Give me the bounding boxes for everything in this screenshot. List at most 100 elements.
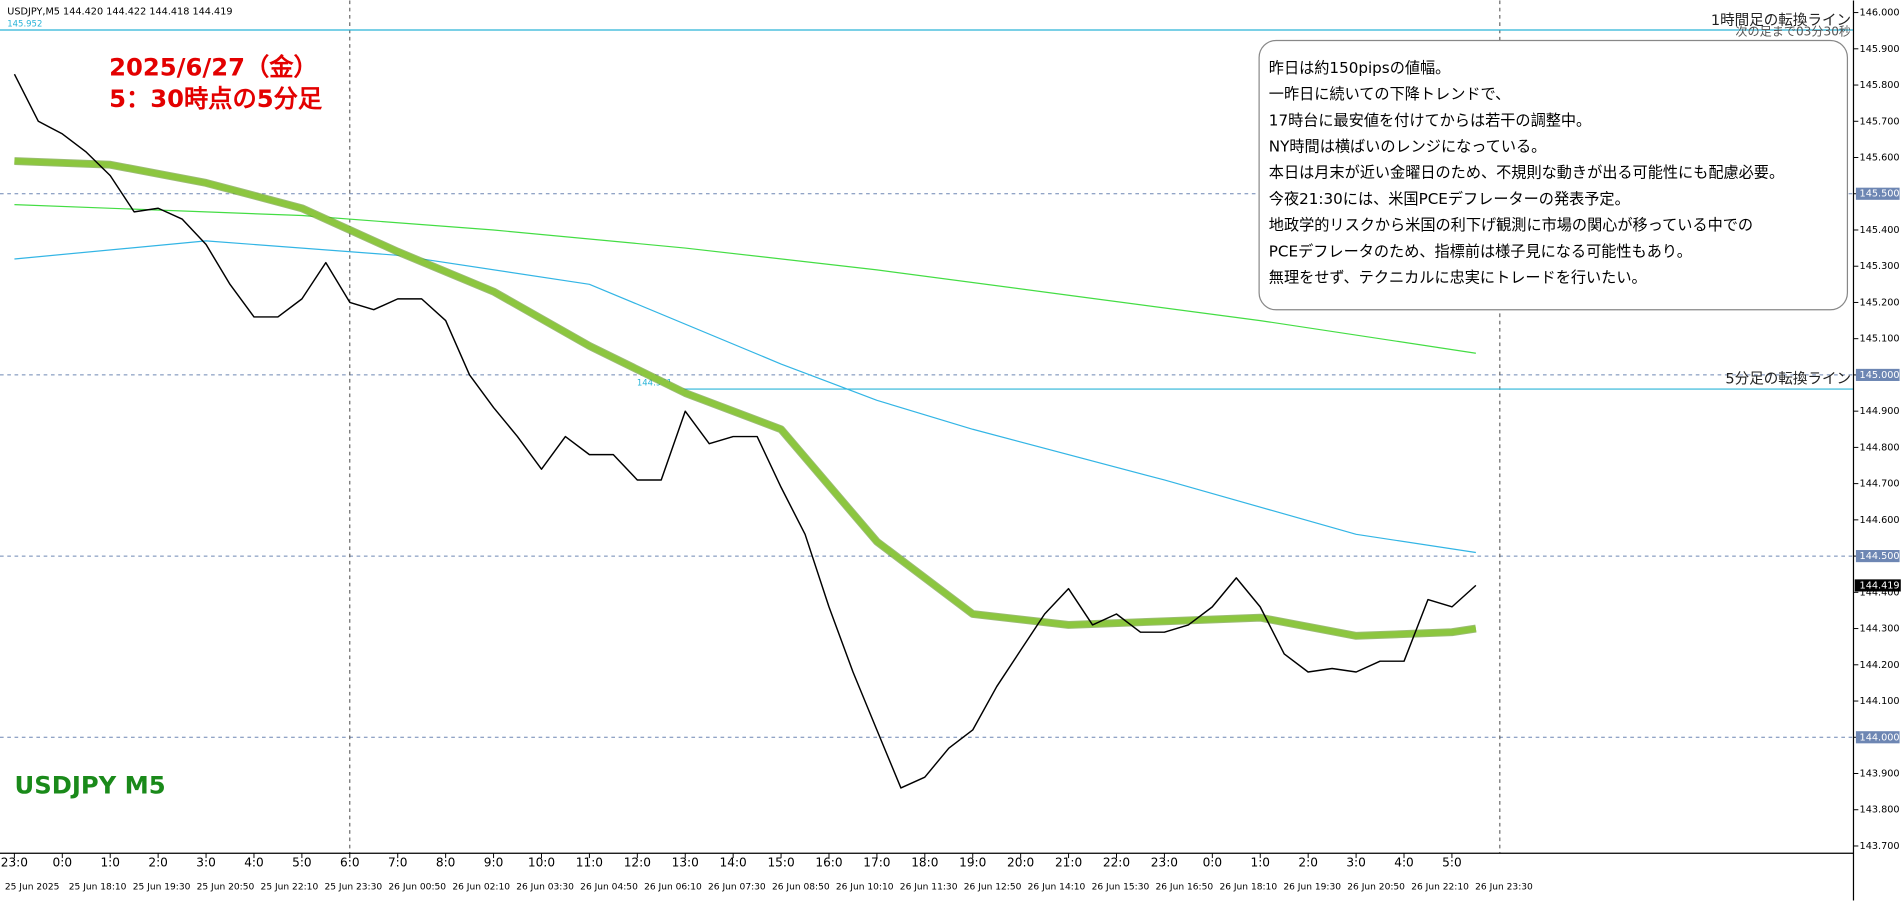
y-tick-label: 145.200 [1860, 297, 1900, 308]
date-label: 25 Jun 20:50 [197, 883, 255, 893]
symbol-label: USDJPY M5 [15, 771, 166, 800]
date-label: 25 Jun 23:30 [324, 883, 382, 893]
x-tick-label: 11:0 [576, 855, 603, 869]
x-tick-label: 21:0 [1055, 855, 1082, 869]
y-tick-label: 145.300 [1860, 261, 1900, 272]
title-line: 5：30時点の5分足 [109, 84, 323, 113]
x-tick-label: 0:0 [53, 855, 73, 869]
x-tick-label: 10:0 [528, 855, 555, 869]
x-tick-label: 22:0 [1103, 855, 1130, 869]
price-box [1854, 579, 1901, 592]
level-label: 144.961 [637, 378, 672, 388]
price-label: 144.419 [1860, 580, 1900, 591]
x-tick-label: 13:0 [672, 855, 699, 869]
x-tick-label: 16:0 [815, 855, 842, 869]
date-label: 26 Jun 15:30 [1092, 883, 1150, 893]
level-note: 5分足の転換ライン [1725, 370, 1851, 387]
y-tick-label: 144.500 [1860, 551, 1900, 562]
y-tick-highlight [1855, 368, 1900, 381]
x-tick-label: 23:0 [1151, 855, 1178, 869]
y-tick-label: 144.000 [1860, 732, 1900, 743]
y-tick-label: 144.300 [1860, 624, 1900, 635]
date-label: 26 Jun 02:10 [452, 883, 510, 893]
date-label: 26 Jun 20:50 [1347, 883, 1405, 893]
date-label: 26 Jun 10:10 [836, 883, 894, 893]
x-tick-label: 6:0 [340, 855, 360, 869]
y-tick-label: 143.900 [1860, 769, 1900, 780]
y-tick-label: 144.700 [1860, 479, 1900, 490]
date-label: 26 Jun 18:10 [1219, 883, 1277, 893]
note-line: 地政学的リスクから米国の利下げ観測に市場の関心が移っている中での [1269, 216, 1753, 234]
note-frame [1258, 39, 1849, 311]
note-line: 一昨日に続いての下降トレンドで、 [1269, 85, 1510, 103]
y-tick-label: 145.600 [1860, 153, 1900, 164]
x-tick-label: 0:0 [1203, 855, 1223, 869]
y-tick-label: 144.400 [1860, 587, 1900, 598]
x-tick-label: 1:0 [100, 855, 120, 869]
y-tick-label: 145.800 [1860, 80, 1900, 91]
x-tick-label: 19:0 [959, 855, 986, 869]
y-tick-label: 143.700 [1860, 841, 1900, 852]
date-label: 26 Jun 03:30 [516, 883, 574, 893]
y-tick-label: 146.000 [1860, 8, 1900, 19]
x-tick-label: 23:0 [1, 855, 28, 869]
y-tick-label: 144.100 [1860, 696, 1900, 707]
x-tick-label: 12:0 [624, 855, 651, 869]
note-box: 昨日は約150pipsの値幅。一昨日に続いての下降トレンドで、 17時台に最安値を… [1258, 39, 1849, 311]
x-tick-label: 18:0 [911, 855, 938, 869]
y-tick-highlight [1855, 731, 1900, 744]
x-tick-label: 5:0 [1442, 855, 1462, 869]
x-tick-label: 20:0 [1007, 855, 1034, 869]
level-note: 1時間足の転換ライン [1711, 12, 1851, 29]
date-label: 25 Jun 19:30 [133, 883, 191, 893]
series-line [14, 204, 1476, 354]
y-tick-label: 144.600 [1860, 515, 1900, 526]
date-label: 25 Jun 2025 [5, 883, 60, 893]
note-line: 昨日は約150pipsの値幅。 [1269, 59, 1451, 77]
date-label: 26 Jun 16:50 [1156, 883, 1214, 893]
y-tick-label: 144.200 [1860, 660, 1900, 671]
note-line: 本日は月末が近い金曜日のため、不規則な動きが出る可能性にも配慮必要。 [1269, 164, 1784, 182]
note-line: 無理をせず、テクニカルに忠実にトレードを行いたい。 [1269, 269, 1647, 287]
date-label: 26 Jun 11:30 [900, 883, 958, 893]
y-tick-label: 145.700 [1860, 116, 1900, 127]
x-tick-label: 1:0 [1250, 855, 1270, 869]
y-tick-label: 145.000 [1860, 370, 1900, 381]
date-label: 26 Jun 14:10 [1028, 883, 1086, 893]
date-label: 25 Jun 18:10 [69, 883, 127, 893]
date-label: 26 Jun 19:30 [1283, 883, 1341, 893]
date-label: 26 Jun 12:50 [964, 883, 1022, 893]
x-tick-label: 14:0 [720, 855, 747, 869]
date-label: 26 Jun 04:50 [580, 883, 638, 893]
date-label: 25 Jun 22:10 [261, 883, 319, 893]
header: USDJPY,M5 144.420 144.422 144.418 144.41… [7, 6, 232, 17]
note-line: NY時間は横ばいのレンジになっている。 [1269, 138, 1547, 156]
level-label: 145.952 [7, 19, 42, 29]
x-tick-label: 15:0 [767, 855, 794, 869]
date-label: 26 Jun 08:50 [772, 883, 830, 893]
x-tick-label: 4:0 [1394, 855, 1414, 869]
y-tick-label: 145.900 [1860, 44, 1900, 55]
timer-label: 次の足まで03分30秒 [1735, 25, 1851, 39]
y-tick-highlight [1855, 550, 1900, 563]
note-line: 17時台に最安値を付けてからは若干の調整中。 [1269, 111, 1591, 129]
x-tick-label: 8:0 [436, 855, 456, 869]
y-tick-label: 145.100 [1860, 334, 1900, 345]
series-line [13, 73, 1477, 789]
x-tick-label: 2:0 [1298, 855, 1318, 869]
note-line: PCEデフレータのため、指標前は様子見になる可能性もあり。 [1269, 242, 1692, 260]
x-tick-label: 2:0 [148, 855, 168, 869]
title-line: 2025/6/27（金） [109, 52, 318, 81]
date-label: 26 Jun 06:10 [644, 883, 702, 893]
x-tick-label: 9:0 [484, 855, 504, 869]
date-label: 26 Jun 23:30 [1475, 883, 1533, 893]
series-layer [13, 73, 1477, 789]
y-tick-label: 144.900 [1860, 406, 1900, 417]
y-tick-highlight [1855, 187, 1900, 200]
y-tick-label: 145.500 [1860, 189, 1900, 200]
grid-layer: 145.952 1時間足の転換ライン 144.961 5分足の転換ライン [0, 0, 1854, 854]
x-tick-label: 7:0 [388, 855, 408, 869]
